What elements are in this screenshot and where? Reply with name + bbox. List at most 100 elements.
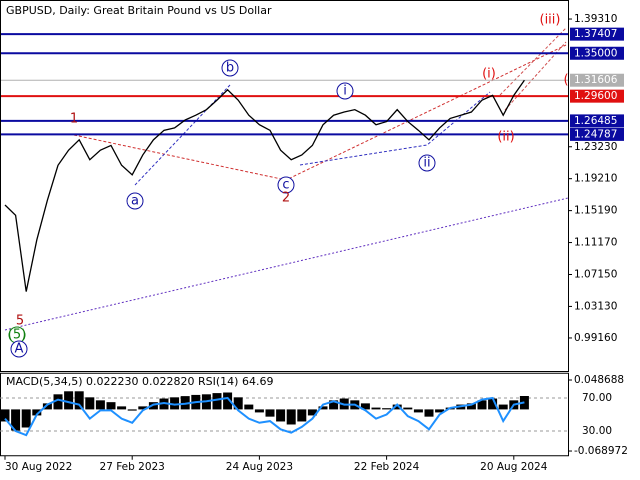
x-tick-label: 24 Aug 2023 [226,461,293,473]
wave-label: (iii) [540,13,561,28]
x-tick-label: 22 Feb 2024 [354,461,420,473]
macd-bar [276,409,286,422]
wave-circle [126,192,144,210]
y-tick-label: 0.99160 [574,332,617,344]
indicator-title: MACD(5,34,5) 0.022230 0.022820 RSI(14) 6… [6,375,273,388]
macd-bar [360,403,370,410]
rsi-line [4,396,525,437]
macd-bar [138,406,148,410]
macd-bar [466,403,476,410]
chart-title: GBPUSD, Daily: Great Britain Pound vs US… [6,4,272,17]
wave-label: (5) [8,328,26,343]
y-tick-label: 30.00 [582,425,612,437]
macd-bar [32,409,42,416]
wave-circle [336,82,354,100]
level-label-bg [570,73,624,87]
level-label: 1.37407 [574,28,617,40]
macd-bar [265,409,275,417]
wave-circle [418,154,436,172]
y-tick-label: 1.07150 [574,268,617,280]
macd-bar [148,402,158,410]
level-label: 1.24787 [574,128,617,140]
macd-bar [127,409,137,411]
macd-bar [64,391,74,410]
macd-bar [297,409,307,422]
macd-bar [392,404,402,410]
macd-bar [318,406,328,410]
level-label-bg [570,89,624,103]
macd-bar [488,398,498,410]
y2-tick-label: -0.068972 [574,445,628,457]
y-tick-label: 1.15190 [574,205,617,217]
macd-bar [424,409,434,417]
macd-bar [382,408,392,410]
macd-bar [180,396,190,410]
x-tick-label: 27 Feb 2023 [100,461,165,473]
trend-line [299,91,491,166]
macd-bar [212,393,222,410]
macd-bar [74,391,84,410]
level-label: 1.35000 [574,47,617,59]
level-label-bg [570,27,624,41]
macd-bar [21,409,31,428]
wave-label: (ii) [497,130,514,145]
wave-circle [10,340,28,358]
y2-tick-label: 0.048688 [574,374,624,386]
level-label-bg [570,127,624,141]
macd-bar [53,394,63,410]
macd-bar [477,400,487,410]
wave-label: ii [423,156,430,171]
price-line [4,79,525,292]
macd-bar [95,400,105,410]
macd-bar [435,409,445,413]
level-label-bg [570,46,624,60]
macd-bar [0,409,10,422]
x-tick-label: 30 Aug 2022 [5,461,72,473]
wave-label: b [226,61,234,76]
macd-bar [159,398,169,410]
y-tick-label: 70.00 [582,392,612,404]
wave-label: (i) [482,67,496,82]
price-panel-frame [0,0,569,372]
trend-line [134,84,231,186]
wave-label: c [282,178,289,193]
trend-line [499,27,567,96]
wave-label: 1 [70,112,78,127]
macd-bar [233,397,243,410]
wave-circle [277,176,295,194]
macd-bar [170,397,180,410]
wave-label: 2 [282,191,290,206]
level-label-bg [570,114,624,128]
y-tick-label: 1.03130 [574,300,617,312]
wave-label: A [15,342,24,357]
macd-bar [498,404,508,410]
wave-label: ( [563,73,568,88]
macd-bar [42,403,52,410]
level-label: 1.29600 [574,90,617,102]
level-label: 1.26485 [574,115,617,127]
wave-label: i [343,84,347,99]
trend-line [4,197,569,331]
macd-bar [85,397,95,410]
macd-bar [11,409,21,431]
y-tick-label: 1.23230 [574,141,617,153]
macd-bar [106,402,116,410]
level-label: 1.31606 [574,74,618,86]
macd-bar [117,406,127,410]
macd-bar [329,400,339,410]
macd-bar [286,409,296,425]
macd-bar [371,407,381,410]
macd-bar [413,409,423,413]
wave-circle [221,59,239,77]
macd-bar [307,409,317,416]
macd-bar [403,407,413,410]
wave-label: a [131,194,139,209]
macd-bar [223,392,233,410]
macd-bar [254,409,264,413]
y-tick-label: 1.39310 [574,13,617,25]
x-tick-label: 20 Aug 2024 [480,461,548,473]
macd-bar [244,404,254,410]
y-tick-label: 1.19210 [574,173,617,185]
y-tick-label: 1.11170 [574,237,617,249]
